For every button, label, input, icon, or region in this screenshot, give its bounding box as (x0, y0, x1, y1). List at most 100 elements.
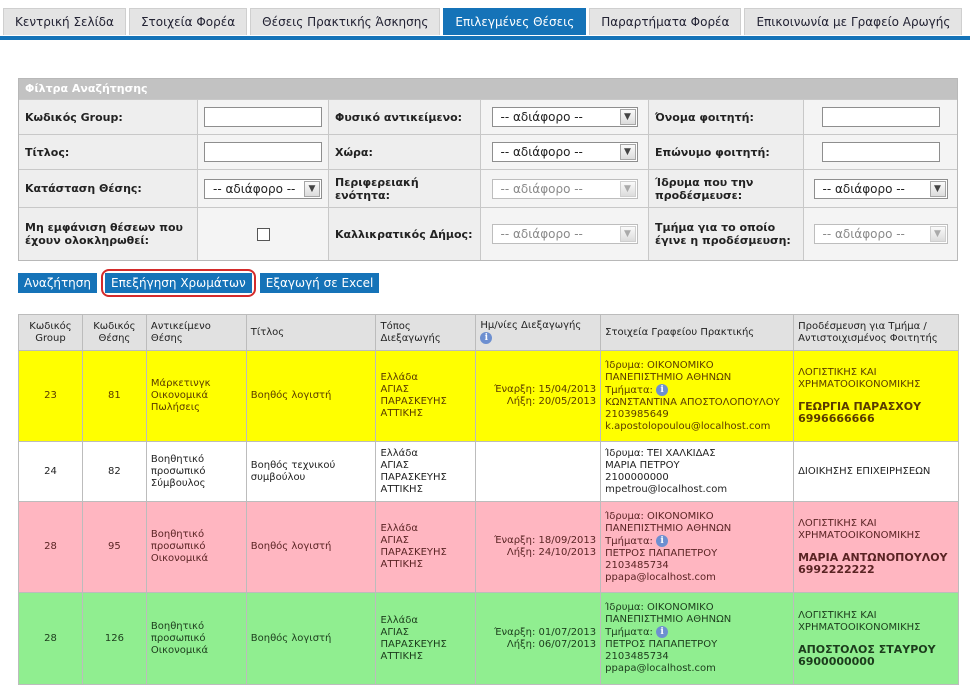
col-office[interactable]: Στοιχεία Γραφείου Πρακτικής (600, 314, 795, 351)
physical-object-select[interactable]: -- αδιάφορο -- ▼ (491, 107, 638, 127)
contact-name: ΠΕΤΡΟΣ ΠΑΠΑΠΕΤΡΟΥ (605, 547, 718, 559)
municipality-select[interactable]: -- αδιάφορο -- ▼ (491, 224, 638, 244)
tab-underline (0, 36, 970, 40)
tab-internship-positions[interactable]: Θέσεις Πρακτικής Άσκησης (250, 8, 441, 35)
search-filters-panel: Φίλτρα Αναζήτησης Κωδικός Group: Φυσικό … (18, 78, 958, 261)
institution-value: -- αδιάφορο -- (822, 181, 905, 196)
end-date: Λήξη: 06/07/2013 (506, 638, 597, 650)
status-select[interactable]: -- αδιάφορο -- ▼ (204, 178, 322, 199)
location-cell: Ελλάδα ΑΓΙΑΣ ΠΑΡΑΣΚΕΥΗΣ ΑΤΤΙΚΗΣ (375, 350, 477, 442)
tab-selected-positions[interactable]: Επιλεγμένες Θέσεις (443, 8, 587, 35)
search-button[interactable]: Αναζήτηση (18, 273, 97, 293)
title-input[interactable] (204, 142, 322, 162)
dates-cell (475, 441, 602, 502)
highlight-ring: Επεξήγηση Χρωμάτων (101, 269, 256, 297)
location-line: ΠΑΡΑΣΚΕΥΗΣ (380, 638, 447, 650)
col-dates[interactable]: Ημ/νίες Διεξαγωγής i (475, 314, 602, 351)
tab-contact-helpdesk[interactable]: Επικοινωνία με Γραφείο Αρωγής (744, 8, 963, 35)
subject-cell: Βοηθητικό προσωπικό Σύμβουλος (145, 441, 247, 502)
student-surname-input[interactable] (821, 142, 940, 162)
explain-colors-button[interactable]: Επεξήγηση Χρωμάτων (105, 273, 252, 293)
department-text: ΛΟΓΙΣΤΙΚΗΣ ΚΑΙ ΧΡΗΜΑΤΟΟΙΚΟΝΟΜΙΚΗΣ (798, 518, 921, 541)
title-cell: Βοηθός λογιστή (245, 501, 377, 593)
info-icon[interactable]: i (656, 534, 669, 547)
contact-phone: 2103485734 (605, 559, 669, 571)
title-cell: Βοηθός λογιστή (245, 350, 377, 442)
col-location[interactable]: Τόπος Διεξαγωγής (375, 314, 477, 351)
table-row[interactable]: 23 81 Μάρκετινγκ Οικονομικά Πωλήσεις Βοη… (18, 350, 959, 442)
title-label: Τίτλος: (19, 135, 197, 169)
group-code-cell: 28 (18, 592, 83, 685)
group-code-input[interactable] (204, 107, 322, 127)
department-label: Τμήμα για το οποίο έγινε η προδέσμευση: (648, 208, 803, 260)
student-surname-label: Επώνυμο φοιτητή: (648, 135, 803, 169)
col-reservation[interactable]: Προδέσμευση για Τμήμα / Αντιστοιχισμένος… (793, 314, 959, 351)
location-line: ΠΑΡΑΣΚΕΥΗΣ (380, 471, 447, 483)
region-value: -- αδιάφορο -- (500, 181, 583, 196)
location-country: Ελλάδα (380, 372, 418, 383)
hide-completed-checkbox[interactable] (256, 227, 270, 241)
position-code-cell: 81 (81, 350, 147, 442)
title-cell: Βοηθός τεχνικού συμβούλου (245, 441, 377, 502)
col-subject[interactable]: Αντικείμενο Θέσης (145, 314, 247, 351)
col-title[interactable]: Τίτλος (245, 314, 377, 351)
chevron-down-icon: ▼ (929, 180, 946, 197)
location-country: Ελλάδα (380, 614, 418, 626)
reservation-cell: ΛΟΓΙΣΤΙΚΗΣ ΚΑΙ ΧΡΗΜΑΤΟΟΙΚΟΝΟΜΙΚΗΣ ΓΕΩΡΓΙ… (793, 350, 959, 442)
info-icon[interactable]: i (656, 383, 669, 396)
col-dates-label: Ημ/νίες Διεξαγωγής (480, 320, 582, 331)
col-position-code[interactable]: Κωδικός Θέσης (81, 314, 147, 351)
location-country: Ελλάδα (380, 523, 418, 534)
table-row[interactable]: 24 82 Βοηθητικό προσωπικό Σύμβουλος Βοηθ… (18, 441, 959, 502)
institution-select[interactable]: -- αδιάφορο -- ▼ (813, 178, 948, 199)
col-group-code[interactable]: Κωδικός Group (18, 314, 83, 351)
municipality-label: Καλλικρατικός Δήμος: (328, 208, 480, 260)
chevron-down-icon: ▼ (619, 226, 636, 242)
institution-text: Ίδρυμα: ΟΙΚΟΝΟΜΙΚΟ ΠΑΝΕΠΙΣΤΗΜΙΟ ΑΘΗΝΩΝ (605, 359, 732, 383)
institution-text: Ίδρυμα: ΤΕΙ ΧΑΛΚΙΔΑΣ (605, 447, 716, 459)
departments-label: Τμήματα: (605, 384, 653, 396)
title-cell: Βοηθός λογιστή (245, 592, 377, 685)
info-icon[interactable]: i (480, 332, 493, 344)
filters-title: Φίλτρα Αναζήτησης (19, 79, 957, 99)
tab-agency-branches[interactable]: Παραρτήματα Φορέα (589, 8, 742, 35)
student-name-input[interactable] (821, 107, 940, 127)
subject-cell: Μάρκετινγκ Οικονομικά Πωλήσεις (145, 350, 247, 442)
tab-home[interactable]: Κεντρική Σελίδα (3, 8, 126, 35)
physical-object-value: -- αδιάφορο -- (500, 110, 583, 124)
department-select[interactable]: -- αδιάφορο -- ▼ (813, 224, 948, 244)
student-name-label: Όνομα φοιτητή: (648, 100, 803, 134)
municipality-value: -- αδιάφορο -- (500, 227, 583, 241)
group-code-label: Κωδικός Group: (19, 100, 197, 134)
export-excel-button[interactable]: Εξαγωγή σε Excel (259, 273, 380, 293)
chevron-down-icon: ▼ (304, 180, 320, 197)
region-select[interactable]: -- αδιάφορο -- ▼ (491, 178, 638, 199)
status-label: Κατάσταση Θέσης: (19, 170, 197, 207)
reservation-cell: ΔΙΟΙΚΗΣΗΣ ΕΠΙΧΕΙΡΗΣΕΩΝ (793, 441, 959, 502)
location-line: ΠΑΡΑΣΚΕΥΗΣ (380, 547, 447, 558)
country-value: -- αδιάφορο -- (500, 145, 583, 159)
subject-cell: Βοηθητικό προσωπικό Οικονομικά (145, 592, 247, 685)
location-line: ΑΤΤΙΚΗΣ (380, 650, 423, 662)
department-text: ΛΟΓΙΣΤΙΚΗΣ ΚΑΙ ΧΡΗΜΑΤΟΟΙΚΟΝΟΜΙΚΗΣ (798, 609, 921, 633)
subject-cell: Βοηθητικό προσωπικό Οικονομικά (145, 501, 247, 593)
location-cell: Ελλάδα ΑΓΙΑΣ ΠΑΡΑΣΚΕΥΗΣ ΑΤΤΙΚΗΣ (375, 501, 477, 593)
chevron-down-icon: ▼ (619, 109, 636, 125)
department-text: ΔΙΟΙΚΗΣΗΣ ΕΠΙΧΕΙΡΗΣΕΩΝ (798, 465, 931, 477)
table-row[interactable]: 28 95 Βοηθητικό προσωπικό Οικονομικά Βοη… (18, 501, 959, 593)
contact-email: ppapa@localhost.com (605, 571, 716, 583)
end-date: Λήξη: 20/05/2013 (506, 396, 597, 407)
info-icon[interactable]: i (656, 626, 669, 638)
student-name: ΜΑΡΙΑ ΑΝΤΩΝΟΠΟΥΛΟΥ (798, 551, 948, 564)
end-date: Λήξη: 24/10/2013 (506, 547, 597, 558)
dates-cell: Έναρξη: 15/04/2013 Λήξη: 20/05/2013 (475, 350, 602, 442)
group-code-cell: 28 (18, 501, 83, 593)
tab-agency-details[interactable]: Στοιχεία Φορέα (128, 8, 248, 35)
contact-email: k.apostolopoulou@localhost.com (605, 420, 771, 432)
department-value: -- αδιάφορο -- (822, 227, 905, 241)
physical-object-label: Φυσικό αντικείμενο: (328, 100, 480, 134)
location-line: ΑΓΙΑΣ (380, 384, 410, 395)
country-select[interactable]: -- αδιάφορο -- ▼ (491, 142, 638, 162)
position-code-cell: 126 (81, 592, 147, 685)
table-row[interactable]: 28 126 Βοηθητικό προσωπικό Οικονομικά Βο… (18, 592, 959, 685)
